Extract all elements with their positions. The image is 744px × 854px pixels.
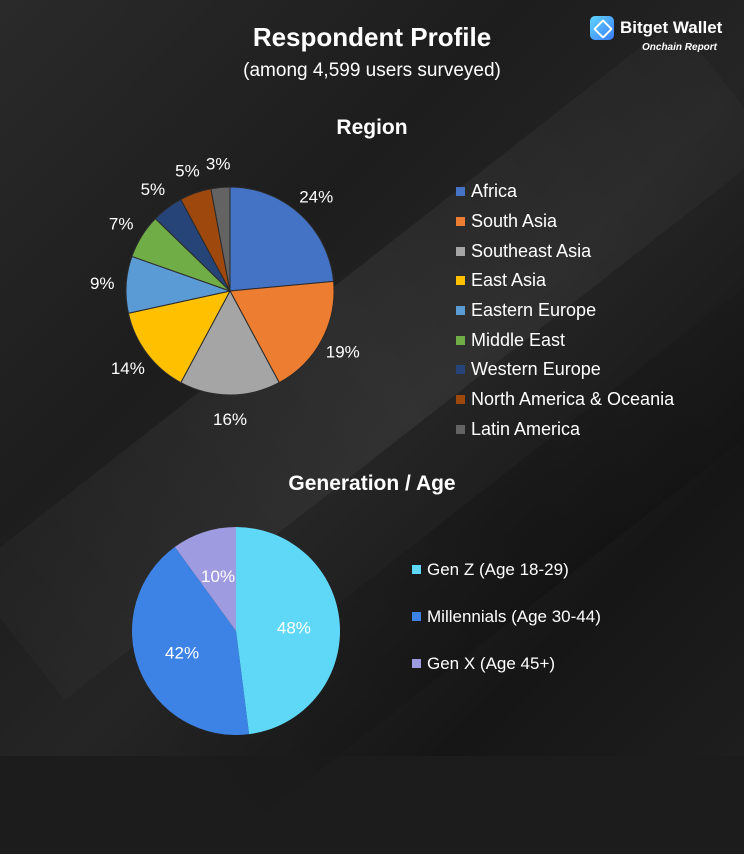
legend-item-southeast-asia: Southeast Asia [456,236,674,266]
brand-subtitle: Onchain Report [642,42,718,53]
slice-gen-z-age-18-29 [236,527,340,735]
data-label-latin-america: 3% [206,155,231,174]
generation-chart-title: Generation / Age [288,472,456,495]
legend-swatch [456,187,465,197]
region-chart-title: Region [336,116,408,139]
legend-item-east-asia: East Asia [456,266,674,296]
data-label-north-america-oceania: 5% [175,161,200,180]
legend-swatch [412,612,421,621]
generation-age-pie: 48% 42% 10% [132,527,340,735]
legend-item-middle-east: Middle East [456,325,674,355]
data-label-middle-east: 7% [109,215,134,234]
legend-swatch [456,306,465,316]
data-label-east-asia: 14% [111,359,145,378]
legend-item-africa: Africa [456,177,674,207]
legend-label: Gen X (Age 45+) [427,653,556,673]
legend-swatch [456,335,465,345]
legend-swatch [456,246,465,256]
data-label-south-asia: 19% [326,343,360,362]
legend-swatch [456,217,465,227]
legend-item-latin-america: Latin America [456,415,674,445]
pie-charts: 24% 19% 16% 14% 9% 7% 5% 5% 3% 48% 42% 10% [90,155,360,735]
slice-east-asia [127,290,231,384]
generation-legend: Gen Z (Age 18-29) Millennials (Age 30-44)… [412,546,601,687]
slice-africa [229,186,335,292]
data-label-gen-x-age-45: 10% [201,567,235,586]
page-title: Respondent Profile [252,22,492,52]
legend-swatch [412,565,421,574]
brand: Bitget Wallet Onchain Report [590,16,730,56]
region-legend: Africa South Asia Southeast Asia East Asia E… [456,177,674,444]
legend-swatch [456,276,465,286]
legend-label: Southeast Asia [471,240,592,261]
page-subtitle: (among 4,599 users surveyed) [243,60,501,81]
legend-label: Gen Z (Age 18-29) [427,559,569,579]
data-label-africa: 24% [299,187,333,206]
legend-label: Middle East [471,329,566,350]
legend-item-millennials-age-30-44: Millennials (Age 30-44) [412,593,601,640]
legend-swatch [412,659,421,668]
background [0,0,744,756]
legend-label: Africa [471,181,518,202]
brand-name: Bitget Wallet [620,18,723,37]
region-pie: 24% 19% 16% 14% 9% 7% 5% 5% 3% [90,155,360,429]
legend-swatch [456,395,465,405]
brand-logo-icon [590,16,614,40]
legend-label: East Asia [471,270,547,291]
legend-item-south-asia: South Asia [456,207,674,237]
legend-item-western-europe: Western Europe [456,355,674,385]
legend-label: North America & Oceania [471,389,675,410]
legend-label: South Asia [471,211,558,232]
legend-item-gen-z-age-18-29: Gen Z (Age 18-29) [412,546,601,593]
slice-latin-america [210,186,231,292]
slice-south-asia [229,280,335,384]
slice-southeast-asia [180,289,280,396]
legend-item-north-america-oceania: North America & Oceania [456,385,674,415]
legend-label: Western Europe [471,359,601,380]
data-label-eastern-europe: 9% [90,274,115,293]
slice-millennials-age-30-44 [132,546,250,735]
legend-swatch [456,365,465,375]
legend-item-eastern-europe: Eastern Europe [456,296,674,326]
data-label-millennials-age-30-44: 42% [165,643,199,662]
legend-swatch [456,424,465,434]
legend-label: Millennials (Age 30-44) [427,606,601,626]
legend-item-gen-x-age-45: Gen X (Age 45+) [412,640,601,687]
slice-gen-x-age-45 [174,527,236,631]
legend-label: Latin America [471,418,581,439]
data-label-western-europe: 5% [141,180,166,199]
legend-label: Eastern Europe [471,300,597,321]
data-label-gen-z-age-18-29: 48% [277,618,311,637]
data-label-southeast-asia: 16% [213,410,247,429]
